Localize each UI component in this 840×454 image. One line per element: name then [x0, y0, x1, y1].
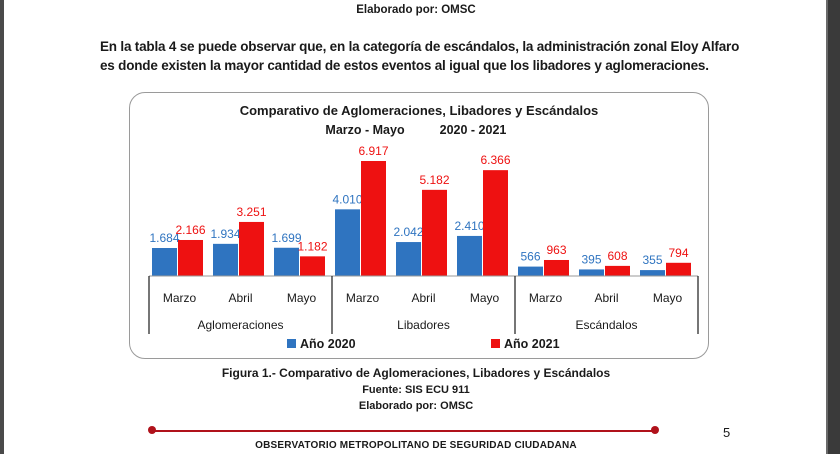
document-page: Elaborado por: OMSC En la tabla 4 se pue… — [4, 0, 828, 454]
value-label-2020-1: 1.934 — [210, 227, 240, 241]
value-label-2020-4: 2.042 — [393, 225, 423, 239]
value-label-2020-2: 1.699 — [271, 231, 301, 245]
bar-2020-6 — [518, 266, 543, 276]
bar-2020-0 — [152, 248, 177, 276]
bar-2020-3 — [335, 209, 360, 276]
divider-dot-right — [651, 426, 659, 434]
value-label-2020-8: 355 — [642, 253, 662, 267]
group-label-1: Libadores — [397, 318, 450, 332]
figure-source: Fuente: SIS ECU 911 — [362, 384, 470, 396]
footer-text: OBSERVATORIO METROPOLITANO DE SEGURIDAD … — [255, 440, 577, 451]
value-label-2020-3: 4.010 — [332, 192, 362, 206]
value-label-2021-7: 608 — [607, 249, 627, 263]
window-edge — [826, 0, 828, 454]
bar-2021-5 — [483, 170, 508, 276]
divider-dot-left — [148, 426, 156, 434]
x-tick-label-3: Marzo — [346, 291, 380, 305]
legend-label-1: Año 2021 — [504, 337, 560, 351]
bar-2020-5 — [457, 235, 482, 276]
x-tick-label-0: Marzo — [163, 291, 197, 305]
chart-container: Comparativo de Aglomeraciones, Libadores… — [129, 92, 709, 359]
bar-2021-2 — [300, 256, 325, 276]
group-label-2: Escándalos — [575, 318, 637, 332]
x-tick-label-2: Mayo — [287, 291, 317, 305]
bar-chart: Comparativo de Aglomeraciones, Libadores… — [148, 103, 699, 351]
chart-subtitle-years: 2020 - 2021 — [440, 123, 507, 137]
bar-2021-7 — [605, 265, 630, 276]
value-label-2020-5: 2.410 — [454, 219, 484, 233]
chart-title: Comparativo de Aglomeraciones, Libadores… — [240, 103, 599, 118]
bar-2021-3 — [361, 161, 386, 276]
x-tick-label-1: Abril — [228, 291, 252, 305]
value-label-2021-2: 1.182 — [297, 239, 327, 253]
group-label-0: Aglomeraciones — [197, 318, 283, 332]
bar-2021-0 — [178, 239, 203, 276]
bar-2021-6 — [544, 259, 569, 276]
bar-2021-8 — [666, 262, 691, 276]
bar-2020-1 — [213, 243, 238, 276]
bar-2021-1 — [239, 221, 264, 276]
value-label-2020-0: 1.684 — [149, 231, 179, 245]
window-scrollbar[interactable] — [828, 0, 840, 454]
x-tick-label-6: Marzo — [529, 291, 563, 305]
header-credit: Elaborado por: OMSC — [356, 4, 476, 16]
value-label-2021-3: 6.917 — [358, 144, 388, 158]
x-tick-label-4: Abril — [411, 291, 435, 305]
figure-caption: Figura 1.- Comparativo de Aglomeraciones… — [221, 366, 611, 380]
legend-label-0: Año 2020 — [300, 337, 356, 351]
bar-2020-8 — [640, 270, 665, 276]
legend-swatch-1 — [491, 339, 500, 348]
value-label-2021-6: 963 — [546, 243, 566, 257]
value-label-2020-7: 395 — [581, 252, 601, 266]
page-number: 5 — [723, 425, 731, 440]
bar-2020-2 — [274, 247, 299, 276]
value-label-2020-6: 566 — [520, 250, 540, 264]
value-label-2021-5: 6.366 — [480, 153, 510, 167]
x-tick-label-7: Abril — [594, 291, 618, 305]
chart-subtitle-months: Marzo - Mayo — [325, 123, 405, 137]
footer-divider — [151, 430, 655, 432]
bar-2021-4 — [422, 189, 447, 276]
value-label-2021-0: 2.166 — [175, 223, 205, 237]
bar-2020-7 — [579, 269, 604, 276]
x-tick-label-5: Mayo — [470, 291, 500, 305]
value-label-2021-8: 794 — [668, 246, 688, 260]
body-paragraph: En la tabla 4 se puede observar que, en … — [100, 39, 740, 73]
value-label-2021-4: 5.182 — [419, 173, 449, 187]
bar-2020-4 — [396, 242, 421, 276]
figure-credit: Elaborado por: OMSC — [358, 400, 474, 412]
x-tick-label-8: Mayo — [653, 291, 683, 305]
legend-swatch-0 — [287, 339, 296, 348]
value-label-2021-1: 3.251 — [236, 205, 266, 219]
